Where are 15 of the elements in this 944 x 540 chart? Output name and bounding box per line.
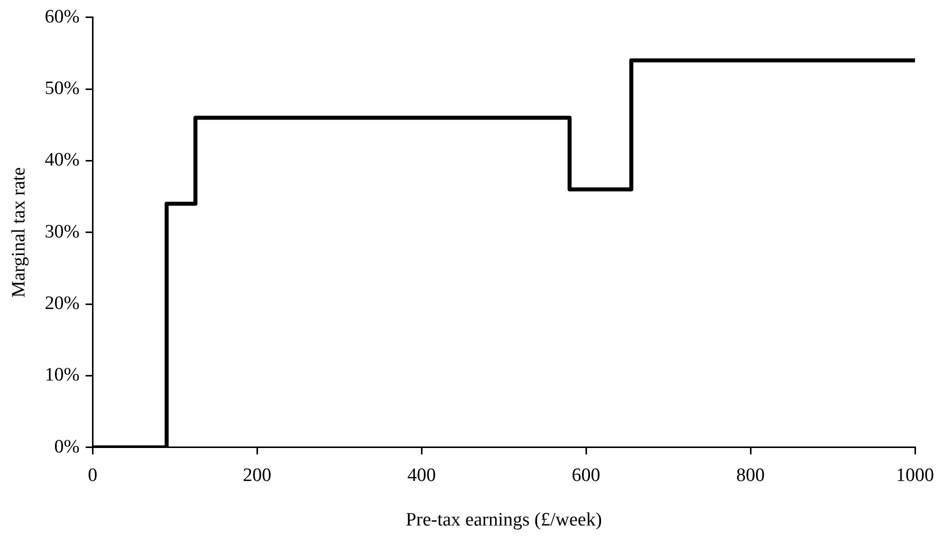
y-tick-label: 40% [44, 150, 80, 171]
y-tick-label: 20% [44, 293, 80, 314]
y-tick-label: 10% [44, 364, 80, 386]
y-tick-label: 50% [44, 78, 80, 100]
x-tick-label: 0 [88, 464, 98, 486]
x-tick-label: 200 [242, 464, 272, 486]
y-tick-label: 0% [54, 436, 80, 458]
x-tick-label: 1000 [896, 464, 934, 486]
y-axis-title: Marginal tax rate [8, 167, 30, 298]
x-tick-label: 600 [572, 464, 600, 486]
y-tick-label: 30% [44, 221, 80, 242]
x-axis-title: Pre-tax earnings (£/week) [406, 510, 602, 531]
x-tick-label: 800 [736, 464, 765, 486]
x-tick-label: 400 [407, 464, 436, 486]
y-tick-label: 60% [44, 6, 80, 28]
